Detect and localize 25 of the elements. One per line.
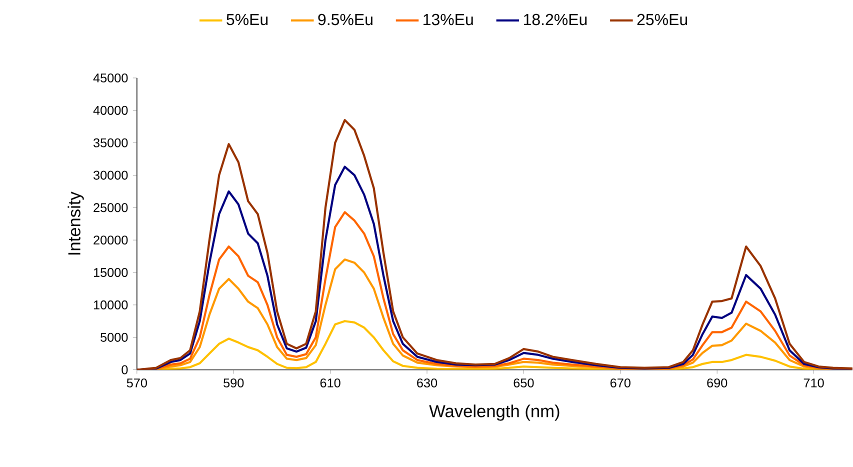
x-tick-label: 650: [514, 378, 534, 388]
y-tick-label: 30000: [93, 170, 128, 180]
x-tick-label: 690: [707, 378, 728, 388]
y-tick-label: 35000: [93, 138, 128, 148]
legend-label: 5%Eu: [226, 14, 268, 26]
legend-label: 18.2%Eu: [524, 14, 587, 26]
y-tick-label: 15000: [94, 268, 128, 278]
x-tick-label: 590: [224, 378, 244, 388]
x-axis-title: Wavelength (nm): [429, 404, 560, 421]
y-tick-label: 40000: [93, 106, 128, 115]
legend-label: 9.5%Eu: [318, 14, 372, 26]
y-tick-label: 25000: [94, 203, 128, 212]
x-tick-label: 670: [610, 378, 630, 388]
y-axis-title: Intensity: [68, 192, 84, 255]
y-tick-label: 20000: [94, 236, 128, 245]
legend-label: 25%Eu: [637, 14, 688, 26]
y-tick-label: 0: [122, 365, 128, 374]
x-tick-label: 610: [320, 378, 340, 388]
x-tick-label: 710: [804, 378, 824, 388]
legend-label: 13%Eu: [424, 14, 473, 26]
x-tick-label: 570: [126, 378, 147, 388]
y-tick-label: 45000: [93, 74, 128, 83]
y-tick-label: 10000: [94, 300, 128, 310]
x-tick-label: 630: [417, 378, 438, 388]
y-tick-label: 5000: [100, 333, 128, 342]
